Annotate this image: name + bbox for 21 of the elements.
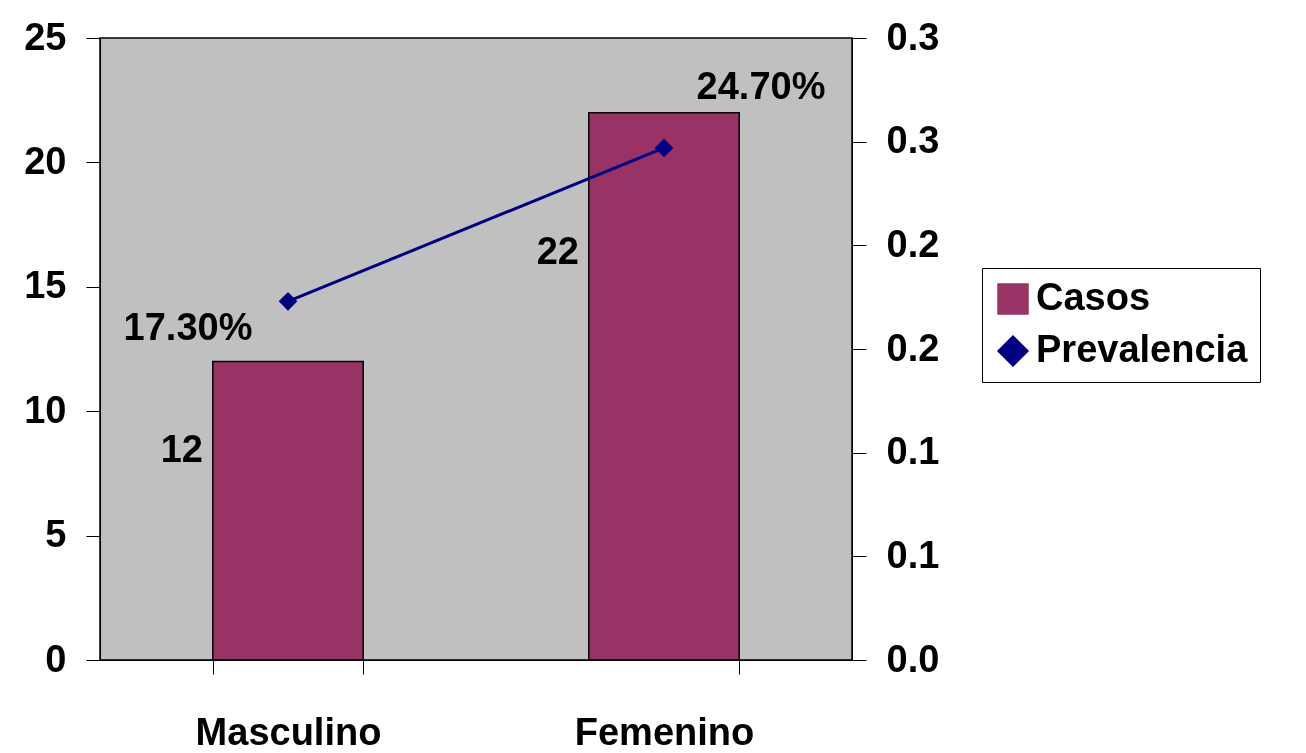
y-tick-label: 15: [24, 264, 67, 307]
x-tick-label: Masculino: [195, 710, 382, 753]
y-tick-label: 5: [45, 513, 67, 556]
y-tick-label: 25: [24, 15, 67, 58]
y2-tick-label: 0.3: [886, 15, 940, 58]
y2-tick-label: 0.3: [886, 119, 940, 162]
y-tick-label: 0: [45, 637, 67, 680]
data-label: 17.30%: [123, 306, 253, 349]
data-label: 12: [160, 428, 203, 471]
legend-label: Casos: [1036, 276, 1151, 318]
data-label: 22: [536, 229, 579, 272]
legend-label: Prevalencia: [1036, 328, 1249, 370]
y-tick-label: 20: [24, 139, 67, 182]
y2-tick-label: 0.1: [886, 533, 940, 576]
y2-tick-label: 0.2: [886, 326, 940, 369]
y-tick-label: 10: [24, 388, 67, 431]
data-label: 24.70%: [696, 64, 826, 107]
y2-tick-label: 0.1: [886, 430, 940, 473]
y2-tick-label: 0.0: [886, 637, 940, 680]
y2-tick-label: 0.2: [886, 222, 940, 265]
x-tick-label: Femenino: [574, 710, 755, 753]
